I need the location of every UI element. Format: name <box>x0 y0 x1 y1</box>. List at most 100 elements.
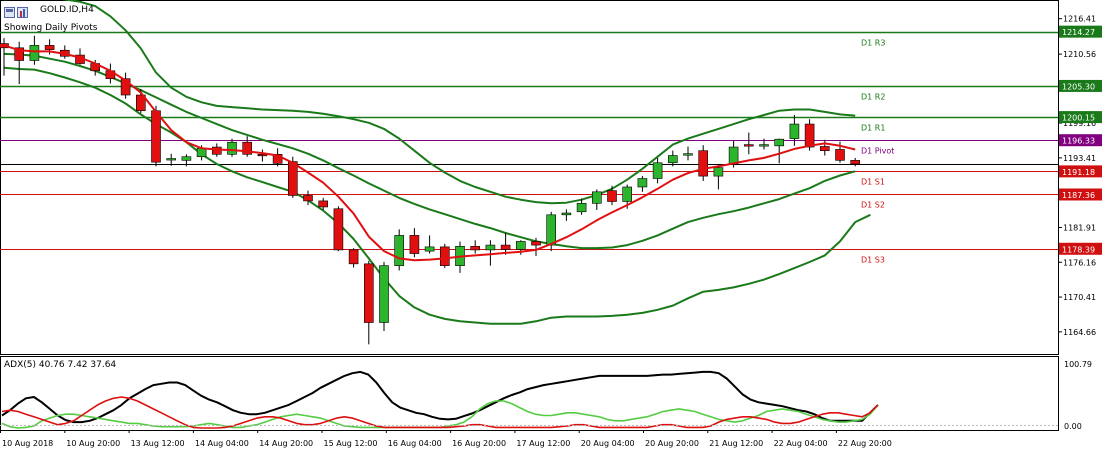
x-tick-label: 16 Aug 04:00 <box>388 439 442 448</box>
candle-bearish <box>439 246 450 266</box>
pivot-name-d1-s2: D1 S2 <box>861 201 885 210</box>
candle-bullish <box>759 144 769 147</box>
chart-window-icon-bar-blue <box>23 9 25 17</box>
candle-bullish <box>789 123 800 139</box>
main-plot-frame <box>0 0 1059 355</box>
y-tick-label: 1164.66 <box>1063 328 1096 337</box>
bollinger-middle-band <box>3 52 856 250</box>
x-tick-label: 10 Aug 20:00 <box>66 439 120 448</box>
candle-bearish <box>14 47 24 61</box>
candle-bearish <box>272 154 283 164</box>
candle-bearish <box>531 241 541 246</box>
candle-bearish <box>318 200 329 208</box>
candle-bullish <box>485 244 496 251</box>
x-tick-label: 22 Aug 20:00 <box>838 439 892 448</box>
pivot-price-box <box>1059 25 1102 38</box>
candle-bearish <box>120 78 131 96</box>
indicator-y-tick-label: 100.79 <box>1064 360 1092 369</box>
pivot-price-box <box>1059 79 1102 92</box>
pivot-name-d1-pivot: D1 Pivot <box>861 147 894 156</box>
candle-bearish <box>500 244 511 250</box>
candle-bearish <box>333 208 344 251</box>
indicator-series--di <box>1 396 879 429</box>
y-tick-label: 1176.16 <box>1063 258 1096 267</box>
pivot-price-label: 1205.30 <box>1062 82 1095 91</box>
candle-bearish <box>743 144 754 147</box>
candle-bearish <box>257 154 268 157</box>
candle-bearish <box>151 110 161 163</box>
pivot-price-box <box>1059 188 1102 201</box>
candle-bullish <box>166 158 176 161</box>
chart-window-icon-bar <box>6 9 13 12</box>
candle-bearish <box>44 45 55 50</box>
x-tick-label: 13 Aug 12:00 <box>131 439 185 448</box>
symbol-timeframe-label: GOLD.ID,H4 <box>40 5 94 15</box>
y-tick-label: 1193.41 <box>1063 154 1096 163</box>
candle-bullish <box>667 155 678 164</box>
bollinger-upper-band <box>4 0 856 205</box>
candle-bullish <box>181 156 192 161</box>
indicator-series-adx <box>1 370 879 424</box>
pivot-price-box <box>1059 165 1102 178</box>
x-tick-label: 16 Aug 20:00 <box>452 439 506 448</box>
candle-bearish <box>470 245 481 251</box>
x-tick-label: 14 Aug 04:00 <box>195 439 249 448</box>
x-tick-label: 22 Aug 04:00 <box>774 439 828 448</box>
candle-bullish <box>652 162 663 179</box>
chart-window-icon-bar-red <box>20 11 22 17</box>
candle-bullish <box>546 214 557 246</box>
pivot-price-label: 1178.39 <box>1062 245 1095 254</box>
candle-bearish <box>698 150 709 177</box>
pivot-name-d1-s1: D1 S1 <box>861 178 885 187</box>
candle-bullish <box>591 191 602 204</box>
pivot-price-box <box>1059 111 1102 124</box>
candle-bullish <box>561 212 572 216</box>
pivot-price-label: 1214.27 <box>1062 28 1095 37</box>
candle-bearish <box>348 249 359 265</box>
candle-bearish <box>409 235 420 254</box>
x-tick-label: 20 Aug 20:00 <box>645 439 699 448</box>
candle-bearish <box>212 146 222 155</box>
pivot-price-label: 1200.15 <box>1062 114 1095 123</box>
candle-bearish <box>607 190 617 202</box>
x-tick-label: 14 Aug 20:00 <box>259 439 313 448</box>
pivot-price-box <box>1059 242 1102 255</box>
indicator-y-tick-label: 0.00 <box>1064 422 1082 431</box>
candle-bullish <box>29 45 40 61</box>
candle-bullish <box>394 235 405 266</box>
pivot-price-label: 1187.36 <box>1062 191 1095 200</box>
candle-bullish <box>424 246 435 252</box>
chart-window-icon-2 <box>17 7 28 18</box>
candle-bullish <box>637 178 648 188</box>
x-tick-label: 21 Aug 12:00 <box>709 439 763 448</box>
candle-bullish <box>576 203 587 213</box>
pivot-name-d1-r2: D1 R2 <box>861 93 885 102</box>
pivot-price-label: 1196.33 <box>1062 137 1095 146</box>
x-tick-label: 10 Aug 2018 <box>2 439 53 448</box>
candle-bearish <box>835 149 845 161</box>
candle-bullish <box>379 265 389 323</box>
x-tick-label: 20 Aug 04:00 <box>581 439 635 448</box>
candle-bearish <box>242 141 252 155</box>
pivot-price-label: 1191.18 <box>1062 168 1095 177</box>
x-tick-label: 15 Aug 12:00 <box>324 439 378 448</box>
x-tick-label: 17 Aug 12:00 <box>516 439 570 448</box>
y-tick-label: 1216.41 <box>1063 15 1096 24</box>
candle-bearish <box>303 195 313 202</box>
adx-indicator-label: ADX(5) 40.76 7.42 37.64 <box>4 360 117 370</box>
y-tick-label: 1170.41 <box>1063 293 1096 302</box>
y-tick-label: 1210.56 <box>1063 50 1096 59</box>
y-tick-label: 1181.91 <box>1063 223 1096 232</box>
candle-bullish <box>774 138 785 147</box>
candle-bullish <box>622 186 633 202</box>
pivot-price-box <box>1059 134 1102 147</box>
chart-window-icon <box>4 7 15 18</box>
indicator-plot-frame <box>0 356 1059 431</box>
bollinger-lower-band <box>3 66 871 325</box>
candle-bearish <box>850 160 861 165</box>
candle-bearish <box>136 94 146 112</box>
candle-bullish <box>713 167 724 177</box>
candle-bullish <box>515 241 526 250</box>
candle-bearish <box>287 161 298 196</box>
